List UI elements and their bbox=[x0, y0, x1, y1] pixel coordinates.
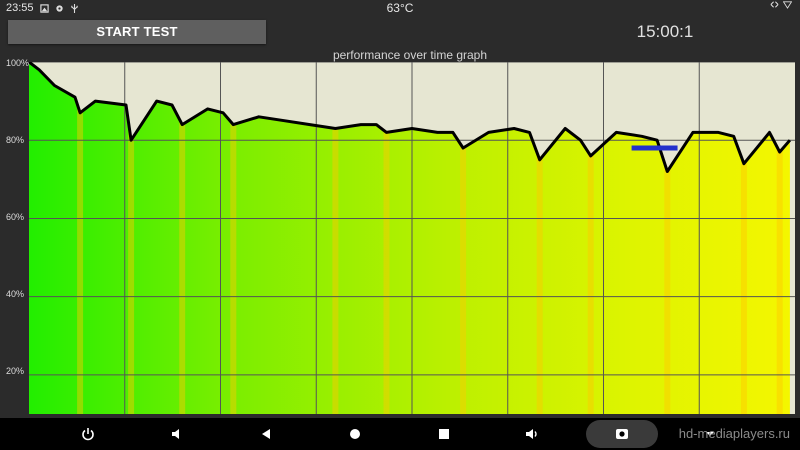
status-right bbox=[770, 0, 792, 9]
status-bar: 23:55 63°C bbox=[0, 0, 800, 16]
graph-title: performance over time graph bbox=[332, 48, 488, 62]
dip-stripe bbox=[230, 62, 237, 414]
y-tick-label: 60% bbox=[6, 212, 25, 222]
dip-stripe bbox=[332, 62, 339, 414]
y-tick-label: 100% bbox=[6, 58, 30, 68]
performance-stripes bbox=[77, 62, 783, 414]
home-icon bbox=[350, 429, 360, 439]
dip-stripe bbox=[587, 62, 594, 414]
transfer-arrows-icon bbox=[770, 1, 779, 8]
usb-icon bbox=[70, 3, 78, 13]
settings-icon bbox=[55, 4, 63, 12]
volume-up-button[interactable] bbox=[512, 418, 552, 450]
image-icon bbox=[39, 3, 49, 13]
dip-stripe bbox=[460, 62, 467, 414]
dip-stripe bbox=[776, 62, 783, 414]
dip-stripe bbox=[740, 62, 747, 414]
recents-icon bbox=[439, 429, 449, 439]
screenshot-icon bbox=[616, 429, 628, 439]
status-left: 23:55 bbox=[6, 0, 79, 16]
back-button[interactable] bbox=[246, 418, 286, 450]
graph-canvas bbox=[29, 62, 795, 414]
volume-down-button[interactable] bbox=[157, 418, 197, 450]
dip-stripe bbox=[383, 62, 390, 414]
performance-fill bbox=[29, 62, 790, 414]
power-icon bbox=[82, 428, 94, 441]
home-button[interactable] bbox=[335, 418, 375, 450]
status-temperature: 63°C bbox=[386, 1, 414, 15]
wifi-icon bbox=[783, 1, 792, 9]
y-tick-label: 40% bbox=[6, 289, 25, 299]
dip-stripe bbox=[77, 62, 84, 414]
watermark-text: hd-mediaplayers.ru bbox=[678, 426, 790, 441]
dip-stripe bbox=[128, 62, 135, 414]
performance-graph: 100% 80% 60% 40% 20% bbox=[0, 58, 800, 416]
performance-area bbox=[29, 62, 790, 414]
timer-display: 15:00:1 bbox=[636, 22, 694, 41]
status-time: 23:55 bbox=[6, 2, 34, 14]
y-tick-label: 80% bbox=[6, 135, 25, 145]
screenshot-button[interactable] bbox=[602, 418, 642, 450]
back-icon bbox=[262, 429, 270, 439]
dip-stripe bbox=[536, 62, 543, 414]
volume-up-icon bbox=[526, 429, 537, 439]
y-tick-label: 20% bbox=[6, 366, 25, 376]
start-test-button[interactable]: START TEST bbox=[8, 20, 266, 44]
menu-down-icon bbox=[706, 432, 714, 436]
grid-lines bbox=[29, 62, 795, 414]
menu-down-button[interactable] bbox=[690, 418, 730, 450]
power-button[interactable] bbox=[68, 418, 108, 450]
performance-line bbox=[29, 62, 792, 173]
dip-stripe bbox=[179, 62, 186, 414]
recents-button[interactable] bbox=[424, 418, 464, 450]
dip-stripe bbox=[664, 62, 671, 414]
volume-down-icon bbox=[172, 429, 179, 439]
navigation-bar: hd-mediaplayers.ru bbox=[0, 418, 800, 450]
